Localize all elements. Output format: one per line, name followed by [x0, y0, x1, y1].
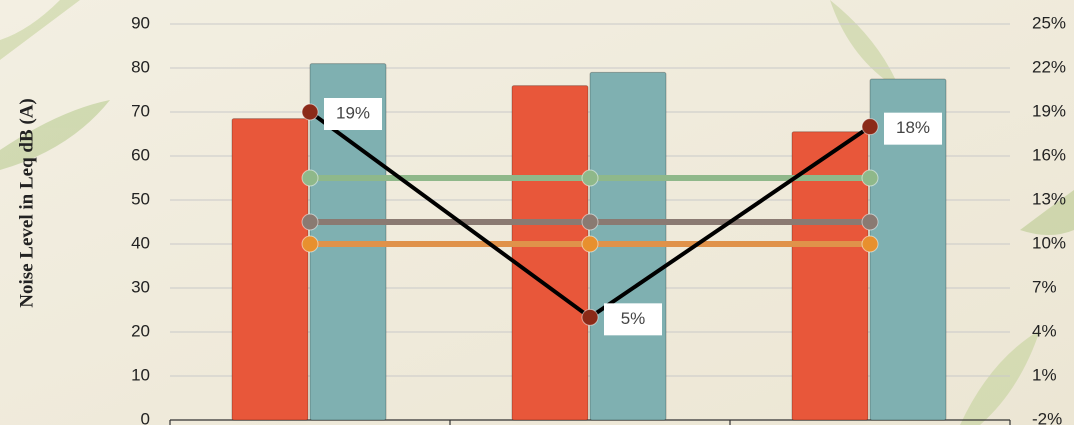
y-tick-label: 30: [131, 277, 150, 296]
y2-tick-label: 19%: [1032, 101, 1066, 120]
y2-tick-label: 10%: [1032, 233, 1066, 252]
y-tick-label: 20: [131, 321, 150, 340]
y-axis-title: Noise Level in Leq dB (A): [16, 98, 37, 308]
line-marker: [861, 213, 879, 231]
y-tick-label: 50: [131, 189, 150, 208]
data-label: 18%: [884, 112, 942, 145]
line-marker: [301, 103, 319, 121]
y-tick-label: 10: [131, 365, 150, 384]
line-marker: [581, 169, 599, 187]
data-label-box: [604, 303, 662, 336]
line-marker: [861, 235, 879, 253]
data-label-box: [884, 112, 942, 145]
y2-tick-label: 13%: [1032, 189, 1066, 208]
y-tick-label: 80: [131, 57, 150, 76]
line-marker: [861, 169, 879, 187]
bar: [231, 118, 309, 421]
y-tick-label: 60: [131, 145, 150, 164]
y-tick-label: 40: [131, 233, 150, 252]
data-label-text: 19%: [336, 103, 370, 122]
y2-tick-label: 25%: [1032, 13, 1066, 32]
data-label-text: 18%: [896, 118, 930, 137]
y-tick-label: 0: [141, 409, 150, 425]
line-marker: [861, 118, 879, 136]
bar: [791, 131, 869, 421]
data-label: 19%: [324, 98, 382, 130]
y-tick-label: 90: [131, 13, 150, 32]
line-marker: [301, 213, 319, 231]
y2-tick-label: 22%: [1032, 57, 1066, 76]
line-marker: [581, 308, 599, 326]
line-marker: [301, 169, 319, 187]
line-marker: [301, 235, 319, 253]
data-label-box: [324, 98, 382, 130]
bar: [511, 85, 589, 421]
data-label-text: 5%: [621, 309, 646, 328]
y2-tick-label: 7%: [1032, 277, 1057, 296]
y2-tick-label: 1%: [1032, 365, 1057, 384]
line-marker: [581, 213, 599, 231]
y2-tick-label: 16%: [1032, 145, 1066, 164]
data-label: 5%: [604, 303, 662, 336]
line-marker: [581, 235, 599, 253]
y2-tick-label: 4%: [1032, 321, 1057, 340]
y2-tick-label: -2%: [1032, 409, 1062, 425]
y-tick-label: 70: [131, 101, 150, 120]
